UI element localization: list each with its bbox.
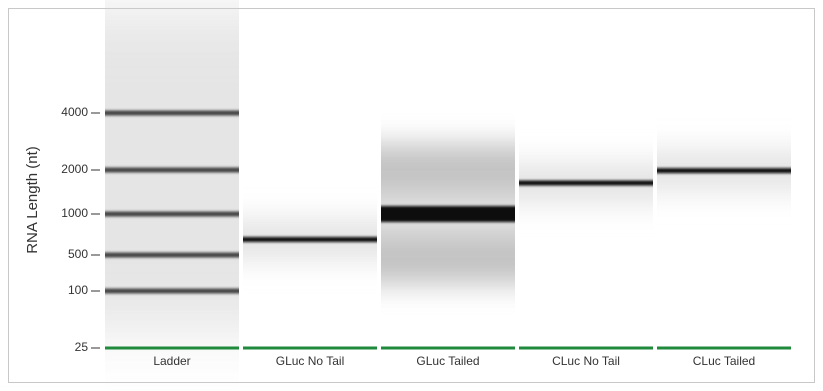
y-tick-label: 25	[75, 340, 89, 354]
band	[243, 237, 377, 242]
lane-label: CLuc No Tail	[552, 354, 620, 368]
y-axis-title: RNA Length (nt)	[24, 146, 41, 254]
band	[105, 111, 239, 116]
chart: RNA Length (nt) 4000 2000 1000 500 100 25 Ladd…	[0, 0, 823, 391]
y-tick-label: 2000	[61, 162, 88, 176]
band	[105, 253, 239, 258]
marker-band	[243, 347, 377, 350]
y-tick-label: 4000	[61, 105, 88, 119]
band	[657, 168, 791, 173]
band	[105, 212, 239, 217]
lane-label: Ladder	[153, 354, 190, 368]
lane-label: GLuc Tailed	[416, 354, 479, 368]
band	[105, 168, 239, 173]
y-tick-label: 100	[68, 283, 88, 297]
y-tick-label: 1000	[61, 206, 88, 220]
lane-label: CLuc Tailed	[693, 354, 755, 368]
band	[519, 180, 653, 185]
marker-band	[381, 347, 515, 350]
marker-band	[105, 347, 239, 350]
lane-label: GLuc No Tail	[276, 354, 344, 368]
band	[105, 289, 239, 294]
marker-band	[519, 347, 653, 350]
band	[381, 206, 515, 222]
marker-band	[657, 347, 791, 350]
y-tick-label: 500	[68, 247, 88, 261]
